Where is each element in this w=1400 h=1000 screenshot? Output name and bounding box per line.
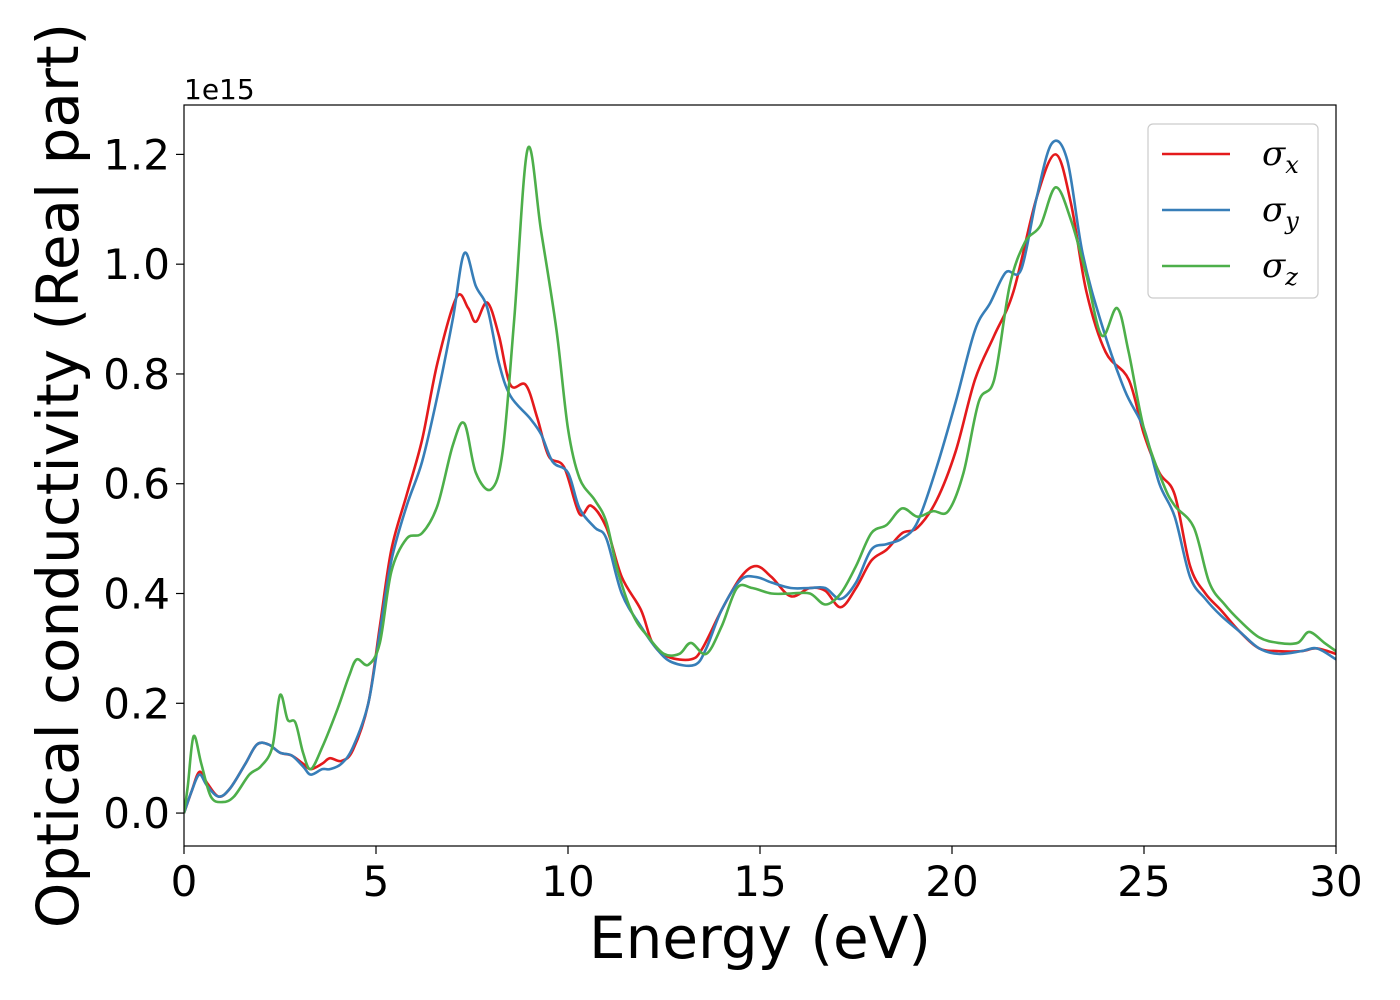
y-tick-label: 0.8: [103, 350, 170, 399]
legend-entry-z: σz: [1262, 246, 1298, 291]
x-tick-label: 15: [733, 857, 786, 906]
legend-entry-y: σy: [1262, 190, 1299, 235]
y-offset-label: 1e15: [184, 73, 255, 106]
y-tick-label: 0.2: [103, 679, 170, 728]
x-tick-label: 20: [925, 857, 978, 906]
y-tick-label: 0.4: [103, 570, 170, 619]
x-tick-label: 25: [1117, 857, 1170, 906]
y-tick-label: 0.6: [103, 460, 170, 509]
y-tick-label: 1.0: [103, 240, 170, 289]
x-tick-label: 30: [1309, 857, 1362, 906]
y-tick-label: 1.2: [103, 130, 170, 179]
legend-box: [1147, 123, 1319, 299]
x-tick-label: 10: [541, 857, 594, 906]
series-line-y: [184, 139, 1336, 814]
x-tick-label: 5: [363, 857, 390, 906]
y-tick-label: 0.0: [103, 789, 170, 838]
series-line-z: [184, 145, 1336, 814]
series-lines: [184, 139, 1336, 814]
y-axis-title: Optical conductivity (Real part): [24, 23, 92, 928]
legend-entry-x: σx: [1262, 134, 1299, 179]
x-axis-title: Energy (eV): [589, 904, 931, 972]
legend: σx σy σz: [1147, 123, 1319, 299]
axis-ticks: 0 5 10 15 20 25 30 0.0 0.2 0.4 0.6 0.8 1.0 1.2: [103, 130, 1363, 906]
x-tick-label: 0: [171, 857, 198, 906]
